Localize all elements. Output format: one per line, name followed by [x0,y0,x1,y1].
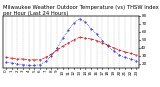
Text: Milwaukee Weather Outdoor Temperature (vs) THSW Index per Hour (Last 24 Hours): Milwaukee Weather Outdoor Temperature (v… [3,5,159,16]
